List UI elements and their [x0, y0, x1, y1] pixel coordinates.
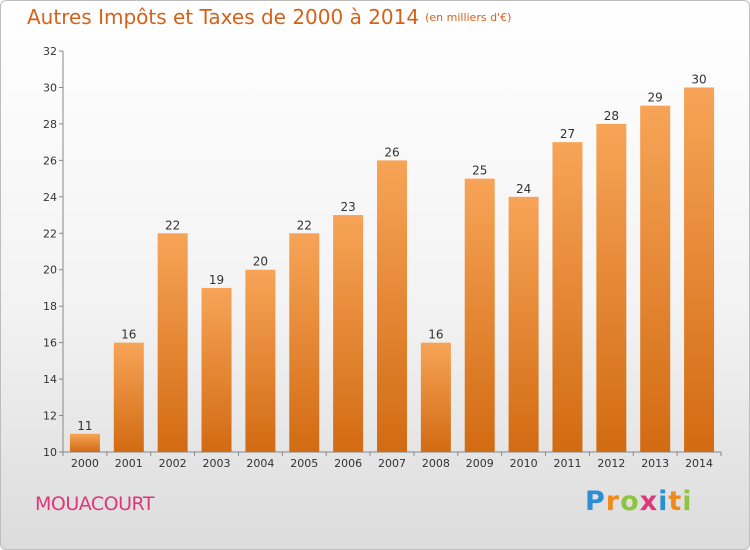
y-tick-label: 16 — [43, 337, 57, 350]
chart-axes: 10 12 14 16 18 20 22 24 26 28 30 32 — [43, 45, 721, 459]
logo-letter: x — [639, 486, 659, 517]
y-tick-label: 32 — [43, 45, 57, 58]
x-tick-label: 2006 — [334, 457, 362, 470]
y-tick-label: 24 — [43, 191, 57, 204]
proxiti-logo[interactable]: Proxiti — [585, 486, 693, 517]
bar-value-label: 29 — [648, 91, 663, 105]
logo-letter: i — [682, 486, 693, 517]
x-tick-label: 2013 — [641, 457, 669, 470]
bar — [113, 342, 144, 452]
bar-value-label: 23 — [340, 200, 355, 214]
logo-letter: P — [585, 486, 606, 517]
chart-title-block: Autres Impôts et Taxes de 2000 à 2014 (en… — [27, 5, 511, 29]
bar-value-label: 30 — [691, 72, 706, 86]
x-tick-label: 2010 — [510, 457, 538, 470]
logo-letter: i — [658, 486, 669, 517]
y-tick-label: 10 — [43, 446, 57, 459]
bar-value-label: 19 — [209, 273, 224, 287]
x-tick-label: 2012 — [597, 457, 625, 470]
bar-value-label: 22 — [297, 218, 312, 232]
bar — [464, 178, 495, 452]
bar-value-label: 25 — [472, 164, 487, 178]
y-tick-label: 20 — [43, 264, 57, 277]
y-tick-label: 30 — [43, 81, 57, 94]
bar — [684, 87, 715, 453]
chart-title: Autres Impôts et Taxes de 2000 à 2014 — [27, 5, 420, 29]
logo-letter: r — [605, 486, 621, 517]
bar — [596, 123, 627, 452]
x-tick-label: 2005 — [290, 457, 318, 470]
y-tick-label: 12 — [43, 410, 57, 423]
bar-value-label: 22 — [165, 218, 180, 232]
bar — [69, 433, 100, 452]
bar — [420, 342, 451, 452]
x-tick-labels: 2000 2001 2002 2003 2004 2005 2006 2007 2008 2009… — [62, 452, 722, 470]
city-name: MOUACOURT — [35, 493, 154, 515]
bar — [245, 269, 276, 452]
x-tick-label: 2003 — [203, 457, 231, 470]
bar-value-label: 24 — [516, 182, 531, 196]
x-tick-label: 2001 — [115, 457, 143, 470]
logo-letter: o — [620, 486, 640, 517]
x-tick-label: 2008 — [422, 457, 450, 470]
bar — [201, 287, 232, 452]
bar — [508, 196, 539, 452]
bar-value-label: 11 — [77, 419, 92, 433]
logo-letter: t — [668, 486, 683, 517]
bar — [289, 233, 320, 452]
x-tick-label: 2014 — [685, 457, 713, 470]
bar-value-label: 20 — [253, 255, 268, 269]
chart-unit: (en milliers d'€) — [425, 11, 512, 24]
bar-value-label: 16 — [428, 328, 443, 342]
x-tick-label: 2007 — [378, 457, 406, 470]
x-tick-label: 2009 — [466, 457, 494, 470]
bar-value-label: 16 — [121, 328, 136, 342]
bar — [377, 160, 407, 452]
x-tick-label: 2011 — [553, 457, 581, 470]
bar-value-label: 28 — [604, 109, 619, 123]
bar — [157, 233, 188, 452]
bar — [333, 215, 364, 452]
chart-bars: 11 16 22 19 20 22 23 26 16 25 24 27 28 29 30 — [69, 72, 715, 453]
y-tick-label: 18 — [43, 300, 57, 313]
x-tick-label: 2002 — [159, 457, 187, 470]
x-tick-label: 2004 — [246, 457, 274, 470]
bar-value-label: 27 — [560, 127, 575, 141]
bar-value-label: 26 — [384, 145, 399, 159]
y-tick-label: 22 — [43, 227, 57, 240]
y-tick-label: 26 — [43, 154, 57, 167]
bar — [552, 142, 583, 453]
y-tick-label: 28 — [43, 118, 57, 131]
x-tick-label: 2000 — [71, 457, 99, 470]
bar — [640, 105, 671, 452]
y-tick-label: 14 — [43, 373, 57, 386]
